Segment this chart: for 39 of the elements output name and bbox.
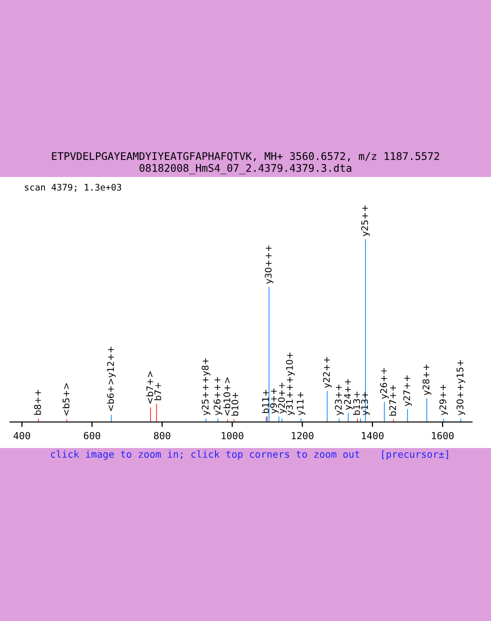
chart-title: ETPVDELPGAYEAMDYIYEATGFAPHAFQTVK, MH+ 3560.6572, m/z 1187.5572 [52,152,440,162]
annotation: y30+++ [264,245,274,284]
annotation: y31+++y10+ [286,352,295,416]
annotation: b13+ [353,392,360,415]
annotation: y23++ [334,384,344,416]
annotation: y26++ [380,368,389,399]
annotation: y27++ [403,375,412,406]
x-tick-label: 400 [14,432,30,440]
annotation: <b7+> [146,371,154,404]
annotation: b10+ [231,392,238,416]
annotation: b11+ [262,390,269,413]
annotation: y22++ [323,357,332,388]
annotation: y29++ [439,384,448,416]
annotation: y25+++y8+ [202,358,210,416]
annotation: b27++ [389,385,396,416]
x-tick-label: 800 [154,432,170,440]
chart-subtitle: 08182008_HmS4_07_2.4379.4379.3.dta [140,164,352,174]
annotation: <b10+> [223,378,230,416]
text: scan 4379; 1.3e+03 [24,184,122,192]
annotation: y26+++ [214,377,222,416]
annotation: y9++ [270,388,279,414]
annotation: <b6+>y12++ [106,346,116,411]
x-tick-label: 1600 [432,432,454,440]
x-tick-label: 1000 [222,432,244,440]
annotation: b8++ [34,390,42,415]
x-tick-label: 600 [84,432,100,440]
annotation: <b5+> [62,383,70,416]
annotation: y28++ [422,364,432,396]
annotation: y11+ [296,392,306,416]
text: click image to zoom in; click top corners to zoom out [50,450,360,460]
annotation: b7+ [154,382,162,400]
annotation: y30++y15+ [456,360,466,416]
annotation: y13+ [361,392,370,416]
annotation: y25++ [361,205,370,236]
annotation: y24++ [344,379,353,410]
annotation: y20++ [278,382,287,414]
x-tick-label: 1400 [362,432,384,440]
text: [precursor±] [382,450,448,460]
x-tick-label: 1200 [292,432,314,440]
